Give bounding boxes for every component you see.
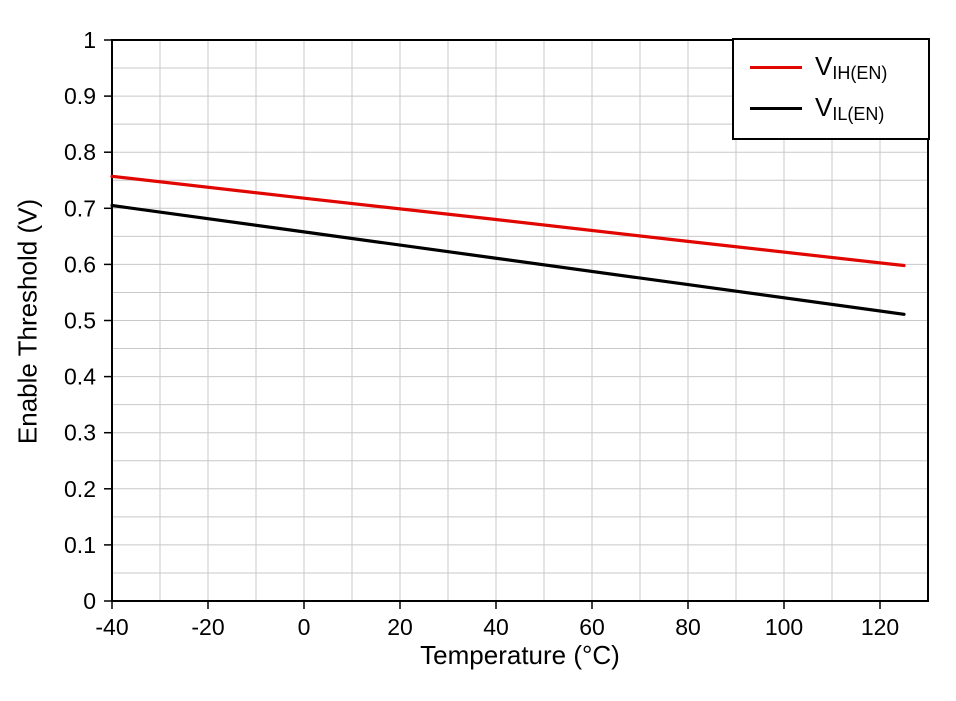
legend-entry-vih: VIH(EN) (750, 53, 912, 82)
svg-text:120: 120 (861, 614, 899, 640)
svg-text:20: 20 (387, 614, 413, 640)
x-axis-label: Temperature (°C) (420, 640, 620, 670)
svg-text:0.3: 0.3 (64, 420, 96, 446)
legend-swatch (750, 107, 802, 110)
svg-text:0.4: 0.4 (64, 364, 96, 390)
svg-text:60: 60 (579, 614, 605, 640)
legend-label-vil: VIL(EN) (815, 92, 885, 124)
svg-text:80: 80 (675, 614, 701, 640)
svg-text:-20: -20 (191, 614, 224, 640)
svg-text:100: 100 (765, 614, 803, 640)
legend-label-vih: VIH(EN) (815, 51, 888, 83)
svg-text:0: 0 (298, 614, 311, 640)
svg-text:0: 0 (83, 588, 96, 614)
svg-text:0.6: 0.6 (64, 251, 96, 277)
svg-text:0.8: 0.8 (64, 139, 96, 165)
svg-text:0.1: 0.1 (64, 532, 96, 558)
svg-text:0.7: 0.7 (64, 195, 96, 221)
svg-text:0.9: 0.9 (64, 83, 96, 109)
y-axis-label: Enable Threshold (V) (12, 198, 43, 445)
svg-text:-40: -40 (95, 614, 128, 640)
svg-text:40: 40 (483, 614, 509, 640)
plot-border (111, 39, 929, 602)
legend: VIH(EN) VIL(EN) (732, 38, 930, 140)
svg-text:0.2: 0.2 (64, 476, 96, 502)
legend-swatch (750, 66, 802, 69)
svg-text:0.5: 0.5 (64, 308, 96, 334)
series-VIH(EN) (110, 174, 906, 268)
tick-marks (104, 39, 881, 609)
tick-labels: -40 -20 0 20 40 60 80 100 120 0 0.1 0.2 0.3 0.4 0.5 0.6… (64, 27, 899, 640)
svg-text:1: 1 (83, 27, 96, 53)
legend-entry-vil: VIL(EN) (750, 94, 912, 123)
series-VIL(EN) (110, 203, 906, 316)
